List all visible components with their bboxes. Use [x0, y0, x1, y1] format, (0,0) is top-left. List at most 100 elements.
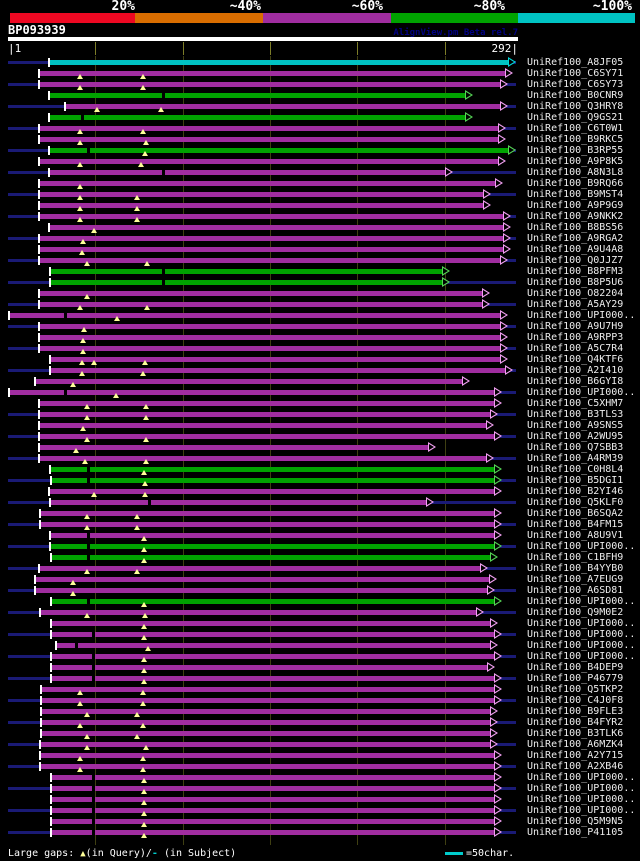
alignment-bar[interactable] — [40, 71, 505, 76]
subject-label[interactable]: UniRef100_A6SD81 — [527, 585, 624, 596]
subject-label[interactable]: UniRef100_B9RQ66 — [527, 178, 624, 189]
subject-label[interactable]: UniRef100_A5AY29 — [527, 299, 624, 310]
subject-label[interactable]: UniRef100_B9RKC5 — [527, 134, 624, 145]
subject-label[interactable]: UniRef100_UPI000.. — [527, 651, 636, 662]
subject-label[interactable]: UniRef100_B8BS56 — [527, 222, 624, 233]
subject-label[interactable]: UniRef100_A9U7H9 — [527, 321, 624, 332]
alignment-bar[interactable] — [57, 643, 490, 648]
alignment-bar[interactable] — [10, 313, 500, 318]
subject-label[interactable]: UniRef100_B2YI46 — [527, 486, 624, 497]
subject-label[interactable]: UniRef100_A8N3L8 — [527, 167, 624, 178]
alignment-bar[interactable] — [42, 720, 490, 725]
alignment-bar[interactable] — [40, 247, 503, 252]
alignment-bar[interactable] — [66, 104, 500, 109]
alignment-bar[interactable] — [40, 346, 500, 351]
alignment-bar[interactable] — [51, 500, 426, 505]
subject-label[interactable]: UniRef100_Q9GS21 — [527, 112, 624, 123]
subject-label[interactable]: UniRef100_UPI000.. — [527, 805, 636, 816]
subject-label[interactable]: UniRef100_B4DEP9 — [527, 662, 624, 673]
alignment-bar[interactable] — [40, 181, 495, 186]
alignment-bar[interactable] — [50, 60, 508, 65]
alignment-bar[interactable] — [10, 390, 494, 395]
alignment-bar[interactable] — [52, 599, 494, 604]
subject-label[interactable]: UniRef100_B3TLK6 — [527, 728, 624, 739]
alignment-bar[interactable] — [42, 698, 494, 703]
alignment-bar[interactable] — [52, 676, 494, 681]
subject-label[interactable]: UniRef100_A8JF05 — [527, 57, 624, 68]
subject-label[interactable]: UniRef100_Q0JJZ7 — [527, 255, 624, 266]
subject-label[interactable]: UniRef100_UPI000.. — [527, 618, 636, 629]
subject-label[interactable]: UniRef100_C6SY71 — [527, 68, 624, 79]
alignment-bar[interactable] — [40, 324, 500, 329]
alignment-bar[interactable] — [40, 236, 503, 241]
alignment-bar[interactable] — [40, 302, 482, 307]
alignment-bar[interactable] — [50, 225, 503, 230]
alignment-bar[interactable] — [40, 214, 503, 219]
subject-label[interactable]: UniRef100_C0H8L4 — [527, 464, 624, 475]
subject-label[interactable]: UniRef100_B3TLS3 — [527, 409, 624, 420]
alignment-bar[interactable] — [51, 467, 494, 472]
alignment-bar[interactable] — [40, 203, 483, 208]
alignment-bar[interactable] — [40, 137, 498, 142]
alignment-bar[interactable] — [42, 687, 494, 692]
subject-label[interactable]: UniRef100_A2XB46 — [527, 761, 624, 772]
alignment-bar[interactable] — [50, 170, 445, 175]
subject-label[interactable]: UniRef100_A2Y715 — [527, 750, 624, 761]
subject-label[interactable]: UniRef100_C4J0F8 — [527, 695, 624, 706]
subject-label[interactable]: UniRef100_A2I410 — [527, 365, 624, 376]
alignment-bar[interactable] — [40, 126, 498, 131]
subject-label[interactable]: UniRef100_Q5TKP2 — [527, 684, 624, 695]
alignment-bar[interactable] — [40, 412, 490, 417]
alignment-bar[interactable] — [41, 522, 494, 527]
subject-label[interactable]: UniRef100_A2WU95 — [527, 431, 624, 442]
alignment-bar[interactable] — [40, 445, 428, 450]
subject-label[interactable]: UniRef100_A7EUG9 — [527, 574, 624, 585]
subject-label[interactable]: UniRef100_UPI000.. — [527, 772, 636, 783]
alignment-bar[interactable] — [42, 709, 490, 714]
alignment-bar[interactable] — [40, 456, 486, 461]
subject-label[interactable]: UniRef100_UPI000.. — [527, 541, 636, 552]
alignment-bar[interactable] — [52, 654, 494, 659]
subject-label[interactable]: UniRef100_O82204 — [527, 288, 624, 299]
subject-label[interactable]: UniRef100_Q7SBB3 — [527, 442, 624, 453]
subject-label[interactable]: UniRef100_B4FM15 — [527, 519, 624, 530]
subject-label[interactable]: UniRef100_C6SY73 — [527, 79, 624, 90]
subject-label[interactable]: UniRef100_P41105 — [527, 827, 624, 838]
alignment-bar[interactable] — [51, 533, 494, 538]
subject-label[interactable]: UniRef100_UPI000.. — [527, 310, 636, 321]
alignment-bar[interactable] — [40, 82, 500, 87]
alignment-bar[interactable] — [52, 775, 494, 780]
subject-label[interactable]: UniRef100_B4YYB0 — [527, 563, 624, 574]
alignment-bar[interactable] — [50, 93, 465, 98]
subject-label[interactable]: UniRef100_A9NKK2 — [527, 211, 624, 222]
subject-label[interactable]: UniRef100_Q5KLF0 — [527, 497, 624, 508]
subject-label[interactable]: UniRef100_B6SQA2 — [527, 508, 624, 519]
subject-label[interactable]: UniRef100_B4FYR2 — [527, 717, 624, 728]
subject-label[interactable]: UniRef100_B0CNR9 — [527, 90, 624, 101]
alignment-bar[interactable] — [51, 280, 442, 285]
subject-label[interactable]: UniRef100_A4RM39 — [527, 453, 624, 464]
alignment-bar[interactable] — [40, 159, 498, 164]
alignment-bar[interactable] — [40, 434, 494, 439]
subject-label[interactable]: UniRef100_A8U9V1 — [527, 530, 624, 541]
alignment-bar[interactable] — [36, 577, 489, 582]
alignment-bar[interactable] — [41, 753, 494, 758]
alignment-bar[interactable] — [40, 566, 480, 571]
subject-label[interactable]: UniRef100_B8P5U6 — [527, 277, 624, 288]
subject-label[interactable]: UniRef100_A5C7R4 — [527, 343, 624, 354]
subject-label[interactable]: UniRef100_UPI000.. — [527, 387, 636, 398]
alignment-bar[interactable] — [52, 808, 494, 813]
alignment-bar[interactable] — [52, 478, 494, 483]
subject-label[interactable]: UniRef100_B3RP55 — [527, 145, 624, 156]
alignment-bar[interactable] — [51, 357, 500, 362]
alignment-bar[interactable] — [51, 368, 505, 373]
subject-label[interactable]: UniRef100_Q4KTF6 — [527, 354, 624, 365]
subject-label[interactable]: UniRef100_P46779 — [527, 673, 624, 684]
alignment-bar[interactable] — [50, 115, 465, 120]
subject-label[interactable]: UniRef100_A9RGA2 — [527, 233, 624, 244]
subject-label[interactable]: UniRef100_UPI000.. — [527, 794, 636, 805]
subject-label[interactable]: UniRef100_UPI000.. — [527, 783, 636, 794]
alignment-bar[interactable] — [40, 291, 482, 296]
alignment-bar[interactable] — [50, 489, 494, 494]
alignment-bar[interactable] — [52, 830, 494, 835]
